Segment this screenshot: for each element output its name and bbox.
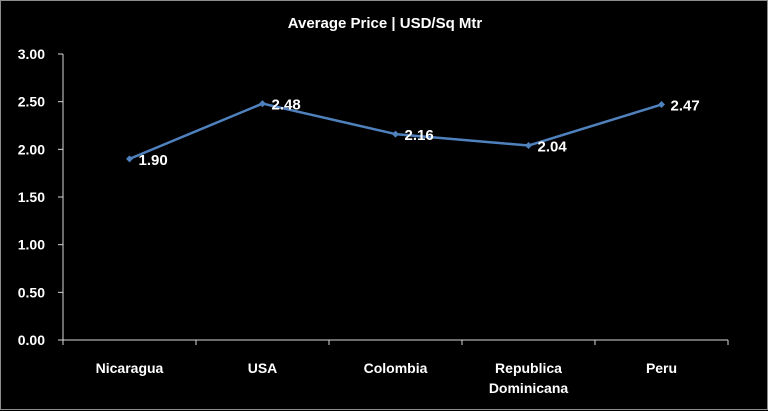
x-tick-label: Colombia: [364, 360, 428, 376]
data-label: 2.04: [538, 139, 568, 156]
y-tick-label: 1.50: [18, 189, 45, 205]
x-axis: Nicaragua USA Colombia Republica Dominicana P…: [62, 339, 729, 396]
data-point: [126, 155, 133, 163]
y-tick-label: 0.50: [18, 284, 45, 300]
data-point: [392, 130, 399, 138]
y-tick-label: 2.00: [18, 141, 45, 157]
y-tick-label: 3.00: [18, 46, 45, 62]
y-tick-label: 0.00: [18, 332, 45, 348]
data-point: [658, 101, 665, 109]
y-tick-label: 1.00: [18, 237, 45, 253]
data-labels: 1.90 2.48 2.16 2.04 2.47: [139, 97, 700, 169]
data-point: [259, 100, 266, 108]
y-tick-label: 2.50: [18, 94, 45, 110]
data-label: 1.90: [139, 152, 168, 169]
x-tick-label: Peru: [646, 360, 677, 376]
x-tick-label: Nicaragua: [96, 360, 164, 376]
x-tick-label: USA: [248, 360, 278, 376]
data-label: 2.16: [405, 127, 434, 144]
data-label: 2.48: [272, 97, 301, 114]
chart-title: Average Price | USD/Sq Mtr: [288, 15, 483, 32]
data-label: 2.47: [671, 98, 700, 115]
data-point: [525, 142, 532, 150]
x-tick-label: Republica Dominicana: [489, 360, 569, 396]
series-line-group: [126, 100, 665, 163]
y-axis: 0.00 0.50 1.00 1.50 2.00 2.50 3.00: [18, 46, 64, 348]
